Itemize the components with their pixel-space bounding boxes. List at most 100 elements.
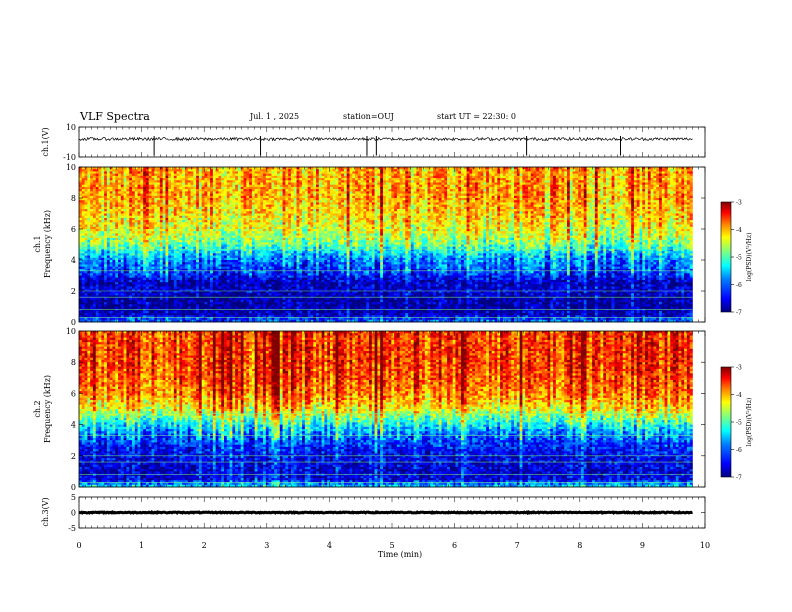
spectrogram-cell	[559, 183, 562, 186]
spectrogram-cell	[308, 194, 311, 197]
spectrogram-cell	[402, 209, 405, 212]
spectrogram-cell	[174, 194, 177, 197]
spectrogram-cell	[684, 178, 687, 181]
spectrogram-cell	[163, 198, 166, 201]
spectrogram-cell	[665, 214, 668, 217]
spectrogram-cell	[573, 189, 576, 192]
spectrogram-cell	[679, 178, 682, 181]
spectrogram-cell	[165, 209, 168, 212]
spectrogram-cell	[230, 191, 233, 194]
spectrogram-cell	[598, 202, 601, 205]
spectrogram-cell	[489, 205, 492, 208]
spectrogram-cell	[288, 198, 291, 201]
spectrogram-cell	[631, 211, 634, 214]
spectrogram-cell	[177, 180, 180, 183]
spectrogram-cell	[425, 211, 428, 214]
spectrogram-cell	[645, 189, 648, 192]
spectrogram-cell	[684, 202, 687, 205]
spectrogram-cell	[126, 178, 129, 181]
spectrogram-cell	[149, 194, 152, 197]
spectrogram-cell	[191, 187, 194, 190]
spectrogram-cell	[561, 176, 564, 179]
spectrogram-cell	[274, 183, 277, 186]
spectrogram-cell	[257, 207, 260, 210]
spectrogram-cell	[96, 191, 99, 194]
spectrogram-cell	[168, 194, 171, 197]
spectrogram-cell	[327, 196, 330, 199]
spectrogram-cell	[174, 185, 177, 188]
spectrogram-cell	[118, 191, 121, 194]
spectrogram-cell	[221, 211, 224, 214]
spectrogram-cell	[614, 171, 617, 174]
spectrogram-cell	[299, 185, 302, 188]
spectrogram-cell	[592, 214, 595, 217]
spectrogram-cell	[600, 180, 603, 183]
spectrogram-cell	[386, 189, 389, 192]
spectrogram-cell	[430, 194, 433, 197]
spectrogram-cell	[531, 196, 534, 199]
spectrogram-cell	[163, 191, 166, 194]
spectrogram-cell	[455, 189, 458, 192]
spectrogram-cell	[244, 205, 247, 208]
spectrogram-cell	[662, 205, 665, 208]
spectrogram-cell	[132, 174, 135, 177]
spectrogram-cell	[129, 207, 132, 210]
spectrogram-cell	[690, 194, 693, 197]
spectrogram-cell	[628, 198, 631, 201]
spectrogram-cell	[344, 198, 347, 201]
spectrogram-cell	[160, 194, 163, 197]
spectrogram-cell	[514, 214, 517, 217]
spectrogram-cell	[146, 187, 149, 190]
spectrogram-cell	[550, 205, 553, 208]
spectrogram-cell	[79, 185, 82, 188]
spectrogram-cell	[324, 191, 327, 194]
spectrogram-cell	[584, 200, 587, 203]
spectrogram-cell	[648, 205, 651, 208]
spectrogram-cell	[277, 200, 280, 203]
spectrogram-cell	[299, 194, 302, 197]
spectrogram-cell	[648, 209, 651, 212]
spectrogram-cell	[324, 183, 327, 186]
spectrogram-cell	[528, 176, 531, 179]
spectrogram-cell	[138, 216, 141, 219]
spectrogram-cell	[349, 207, 352, 210]
spectrogram-cell	[394, 174, 397, 177]
spectrogram-cell	[589, 194, 592, 197]
spectrogram-cell	[193, 209, 196, 212]
spectrogram-cell	[522, 200, 525, 203]
spectrogram-cell	[453, 178, 456, 181]
spectrogram-cell	[400, 183, 403, 186]
spectrogram-cell	[82, 191, 85, 194]
spectrogram-cell	[152, 200, 155, 203]
spectrogram-cell	[536, 169, 539, 172]
spectrogram-cell	[207, 198, 210, 201]
spectrogram-cell	[640, 202, 643, 205]
spectrogram-cell	[274, 214, 277, 217]
spectrogram-cell	[324, 174, 327, 177]
spectrogram-cell	[118, 200, 121, 203]
spectrogram-cell	[377, 216, 380, 219]
spectrogram-cell	[623, 211, 626, 214]
spectrogram-cell	[160, 185, 163, 188]
spectrogram-cell	[333, 187, 336, 190]
spectrogram-cell	[492, 196, 495, 199]
spectrogram-cell	[204, 216, 207, 219]
spectrogram-cell	[121, 207, 124, 210]
spectrogram-cell	[216, 189, 219, 192]
spectrogram-cell	[637, 209, 640, 212]
spectrogram-cell	[433, 187, 436, 190]
spectrogram-cell	[260, 211, 263, 214]
spectrogram-cell	[559, 176, 562, 179]
spectrogram-cell	[330, 200, 333, 203]
spectrogram-cell	[168, 205, 171, 208]
spectrogram-cell	[347, 205, 350, 208]
spectrogram-cell	[503, 207, 506, 210]
spectrogram-cell	[355, 216, 358, 219]
spectrogram-cell	[324, 202, 327, 205]
spectrogram-cell	[400, 207, 403, 210]
spectrogram-cell	[547, 176, 550, 179]
spectrogram-cell	[442, 198, 445, 201]
spectrogram-cell	[294, 198, 297, 201]
spectrogram-cell	[174, 209, 177, 212]
spectrogram-cell	[185, 191, 188, 194]
